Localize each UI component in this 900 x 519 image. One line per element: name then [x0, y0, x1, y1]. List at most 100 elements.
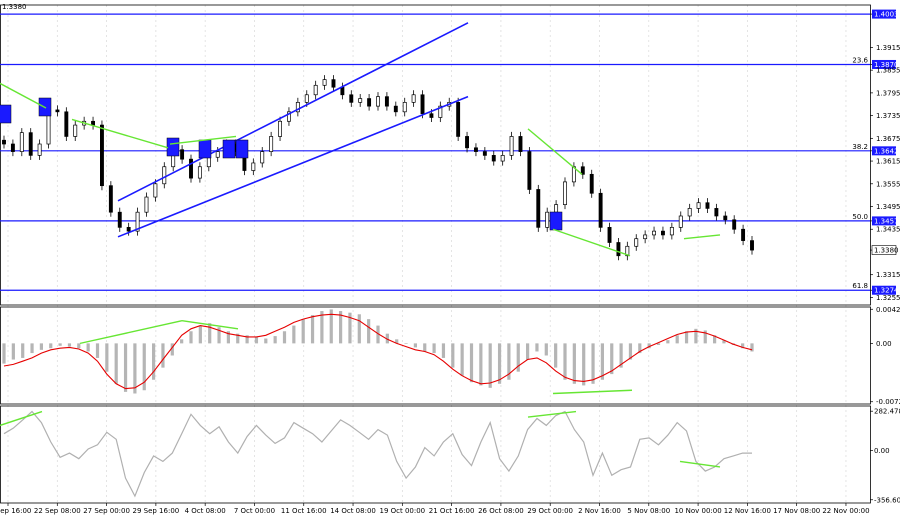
macd-histogram-bar — [357, 314, 361, 344]
candle-body — [322, 79, 327, 86]
macd-histogram-bar — [236, 333, 240, 344]
candle-body — [732, 219, 737, 230]
candle-body — [100, 124, 104, 187]
candle-body — [563, 181, 567, 205]
macd-histogram-bar — [11, 343, 15, 360]
macd-histogram-bar — [488, 343, 492, 388]
macd-pane[interactable] — [2, 309, 754, 395]
macd-histogram-bar — [554, 343, 558, 368]
price-pane[interactable]: 23.6 38.2 50.0 61.8 — [0, 13, 870, 291]
price-label-box — [872, 146, 896, 156]
candle-body — [705, 202, 710, 209]
macd-histogram-bar — [152, 343, 156, 380]
highlighted-candle — [0, 104, 12, 124]
candle-body — [37, 143, 42, 156]
candle-body — [64, 111, 69, 137]
macd-histogram-bar — [2, 343, 6, 364]
macd-histogram-bar — [722, 340, 726, 344]
price-axis-label: 1.3615 — [876, 158, 900, 166]
macd-histogram-bar — [282, 331, 287, 344]
price-axis-label: 1.3855 — [876, 67, 900, 75]
macd-histogram-bar — [292, 325, 296, 344]
candle-body — [304, 94, 309, 103]
channel-lower-line — [117, 95, 469, 238]
time-axis-label: 18 Sep 16:00 — [0, 507, 31, 515]
macd-histogram-bar — [49, 343, 53, 349]
highlighted-candle — [198, 139, 212, 159]
macd-histogram-bar — [413, 343, 417, 348]
candle-body — [384, 96, 389, 107]
candle-body — [456, 101, 461, 137]
candle-body — [607, 226, 612, 243]
fib-level-label: 50.0 — [852, 213, 868, 221]
candle-body — [287, 111, 291, 122]
macd-histogram-bar — [713, 335, 717, 344]
macd-divergence-line — [79, 320, 183, 345]
candle-body — [634, 238, 639, 247]
price-axis-label: 1.3495 — [876, 203, 900, 211]
candle-body — [482, 151, 487, 156]
candle-body — [661, 230, 665, 236]
macd-histogram-bar — [563, 343, 567, 380]
candle-body — [598, 192, 603, 228]
macd-histogram-bar — [684, 331, 689, 344]
macd-histogram-bar — [348, 312, 352, 344]
price-axis-label: 1.3274 — [874, 287, 899, 295]
macd-histogram-bar — [58, 343, 62, 346]
candle-body — [260, 151, 265, 164]
price-divergence-line — [0, 82, 47, 109]
macd-histogram-bar — [376, 325, 380, 344]
fib-level-label: 23.6 — [852, 56, 868, 64]
pane-borders — [0, 4, 871, 504]
macd-histogram-bar — [264, 338, 268, 344]
price-divergence-line — [169, 135, 237, 145]
candle-body — [313, 84, 318, 96]
oscillator-divergence-line — [679, 460, 721, 468]
candle-body — [91, 120, 95, 126]
oscillator-pane[interactable] — [0, 410, 752, 498]
candle-body — [723, 215, 728, 221]
candle-body — [652, 230, 656, 236]
price-pane-border — [0, 4, 871, 306]
channel-upper-line — [117, 22, 469, 202]
macd-histogram-bar — [675, 335, 679, 344]
macd-histogram-bar — [30, 343, 34, 354]
macd-axis-label: 0.00422 — [876, 306, 900, 314]
macd-histogram-bar — [67, 343, 72, 347]
time-axis-label: 19 Oct 00:00 — [380, 507, 426, 515]
candle-body — [438, 105, 443, 118]
macd-histogram-bar — [329, 309, 333, 344]
time-axis-label: 11 Oct 16:00 — [281, 507, 327, 515]
candle-body — [144, 196, 149, 213]
candle-body — [251, 162, 256, 171]
time-axis-label: 22 Nov 00:00 — [822, 507, 869, 515]
macd-histogram-bar — [591, 343, 595, 384]
macd-histogram-bar — [310, 315, 315, 344]
candle-body — [108, 185, 113, 213]
candle-body — [589, 173, 594, 194]
candle-body — [474, 147, 478, 152]
osc-pane-border — [0, 405, 871, 504]
macd-histogram-bar — [105, 343, 109, 372]
highlighted-candle — [235, 139, 249, 159]
candle-body — [28, 132, 33, 156]
candle-body — [545, 211, 550, 228]
candle-body — [402, 101, 407, 113]
time-axis-label: 26 Oct 08:00 — [478, 507, 524, 515]
macd-histogram-bar — [114, 343, 118, 384]
macd-histogram-bar — [39, 343, 43, 350]
time-axis-label: 21 Oct 16:00 — [429, 507, 475, 515]
candle-body — [278, 120, 282, 137]
candle-body — [55, 109, 60, 113]
oscillator-axis-label: 282.4782 — [874, 408, 900, 416]
price-axis-label: 1.3380 — [874, 247, 899, 255]
candle-body — [509, 136, 514, 156]
macd-histogram-bar — [479, 343, 483, 386]
macd-histogram-bar — [161, 343, 165, 368]
macd-histogram-bar — [385, 333, 389, 344]
price-axis-label: 1.3870 — [874, 61, 899, 69]
macd-histogram-bar — [694, 328, 698, 344]
